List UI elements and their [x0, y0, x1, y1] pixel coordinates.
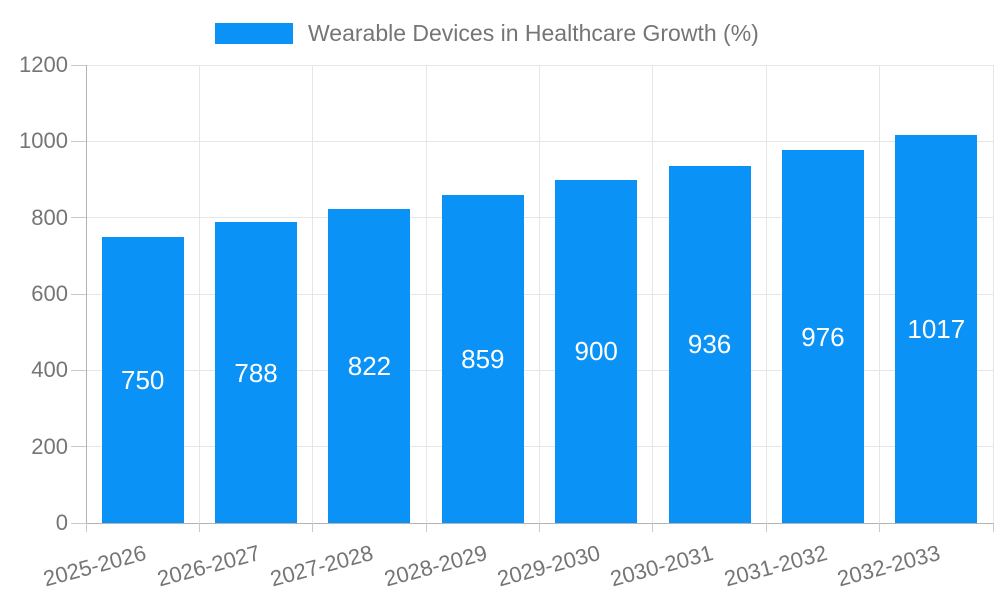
x-tick-label: 2027-2028	[267, 540, 376, 592]
bar[interactable]	[328, 209, 411, 523]
legend-label[interactable]: Wearable Devices in Healthcare Growth (%…	[308, 20, 759, 46]
v-gridline	[652, 65, 654, 523]
y-tick-label: 1200	[19, 52, 68, 77]
v-gridline	[879, 65, 881, 523]
bar[interactable]	[441, 195, 524, 523]
y-tick	[71, 217, 86, 219]
bar[interactable]	[555, 179, 638, 523]
x-tick-label: 2032-2033	[834, 540, 943, 592]
x-tick	[312, 523, 314, 532]
x-tick	[425, 523, 427, 532]
x-tick	[85, 523, 87, 532]
v-gridline	[539, 65, 540, 523]
x-tick-label: 2031-2032	[721, 540, 830, 592]
y-tick	[71, 369, 86, 371]
y-tick-label: 600	[31, 281, 68, 306]
y-tick	[71, 64, 86, 66]
x-tick-label: 2029-2030	[494, 540, 603, 592]
bar[interactable]	[781, 150, 864, 523]
x-tick	[765, 523, 767, 532]
legend[interactable]: Wearable Devices in Healthcare Growth (%…	[215, 20, 759, 47]
y-tick-label: 1000	[19, 128, 68, 154]
bar[interactable]	[895, 134, 978, 523]
x-tick	[539, 523, 540, 532]
y-axis-line	[85, 65, 87, 523]
y-tick-label: 800	[31, 204, 68, 230]
bar[interactable]	[215, 222, 298, 523]
v-gridline	[992, 65, 994, 523]
bar[interactable]	[668, 165, 751, 523]
bar[interactable]	[101, 236, 184, 523]
x-tick	[879, 523, 881, 532]
y-tick-label: 400	[31, 357, 68, 383]
v-gridline	[312, 65, 314, 523]
v-gridline	[425, 65, 427, 523]
x-tick	[652, 523, 654, 532]
y-tick	[71, 446, 86, 448]
x-tick-label: 2028-2029	[381, 540, 490, 592]
y-tick	[71, 293, 86, 295]
v-gridline	[765, 65, 767, 523]
x-tick-label: 2025-2026	[41, 540, 150, 592]
y-tick	[71, 140, 86, 142]
x-tick-label: 2026-2027	[154, 540, 263, 592]
legend-swatch[interactable]	[215, 23, 293, 44]
x-tick	[992, 523, 994, 532]
x-tick-label: 2030-2031	[607, 540, 717, 592]
y-tick-label: 0	[55, 510, 68, 535]
y-tick-label: 200	[31, 433, 68, 459]
x-tick	[198, 523, 200, 532]
v-gridline	[198, 65, 200, 523]
y-tick	[71, 522, 86, 524]
